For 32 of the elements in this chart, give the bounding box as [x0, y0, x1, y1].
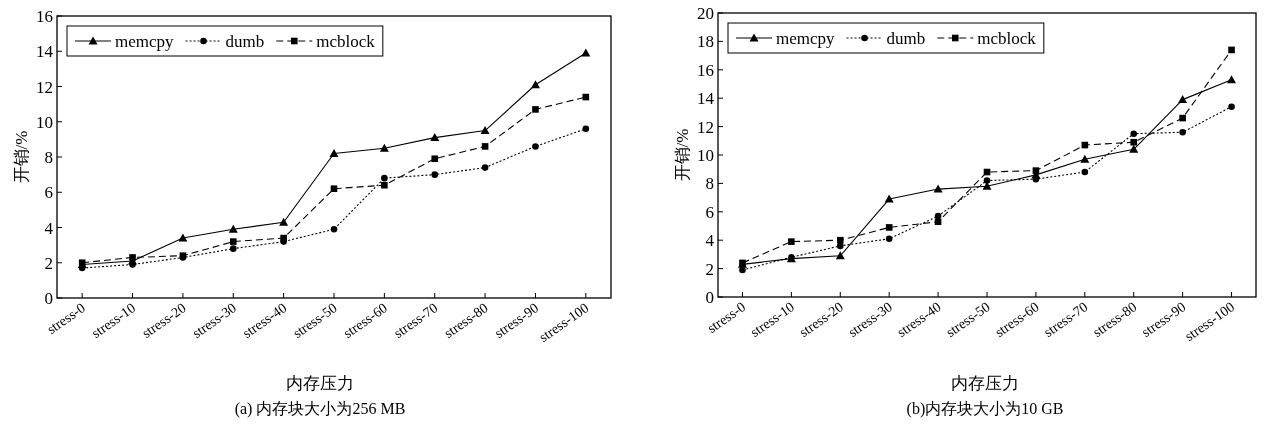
legend-label: mcblock — [977, 29, 1037, 48]
y-tick-label: 6 — [44, 183, 53, 203]
legend-label: mcblock — [316, 32, 376, 51]
x-axis-title: 内存压力 — [951, 374, 1019, 393]
y-tick-label: 14 — [697, 89, 715, 109]
y-tick-label: 0 — [44, 289, 53, 308]
y-tick-label: 8 — [705, 174, 714, 194]
text: (a) 内存块大小为256 MB — [234, 400, 406, 418]
y-tick-label: 8 — [44, 148, 53, 167]
y-tick-label: 6 — [705, 202, 714, 222]
y-tick-label: 10 — [36, 112, 53, 132]
y-tick-label: 10 — [697, 146, 714, 165]
y-tick-label: 2 — [705, 259, 714, 279]
y-tick-label: 2 — [44, 253, 53, 273]
legend-label: memcpy — [776, 29, 836, 48]
y-tick-label: 12 — [36, 77, 53, 97]
legend-label: dumb — [225, 32, 265, 51]
y-tick-label: 16 — [36, 7, 53, 26]
legend-label: memcpy — [115, 32, 175, 51]
text: (b)内存块大小为10 GB — [906, 400, 1064, 418]
y-tick-label: 16 — [697, 60, 714, 80]
y-tick-label: 14 — [36, 42, 54, 62]
y-tick-label: 4 — [705, 231, 715, 251]
y-axis-title: 开销/% — [12, 130, 31, 184]
x-axis-title: 内存压力 — [286, 374, 354, 393]
y-tick-label: 0 — [705, 288, 714, 307]
y-axis-title: 开销/% — [673, 128, 692, 182]
y-tick-label: 4 — [44, 218, 54, 238]
legend-label: dumb — [886, 29, 926, 48]
y-tick-label: 12 — [697, 117, 714, 137]
y-tick-label: 18 — [697, 32, 714, 52]
y-tick-label: 20 — [697, 4, 714, 23]
